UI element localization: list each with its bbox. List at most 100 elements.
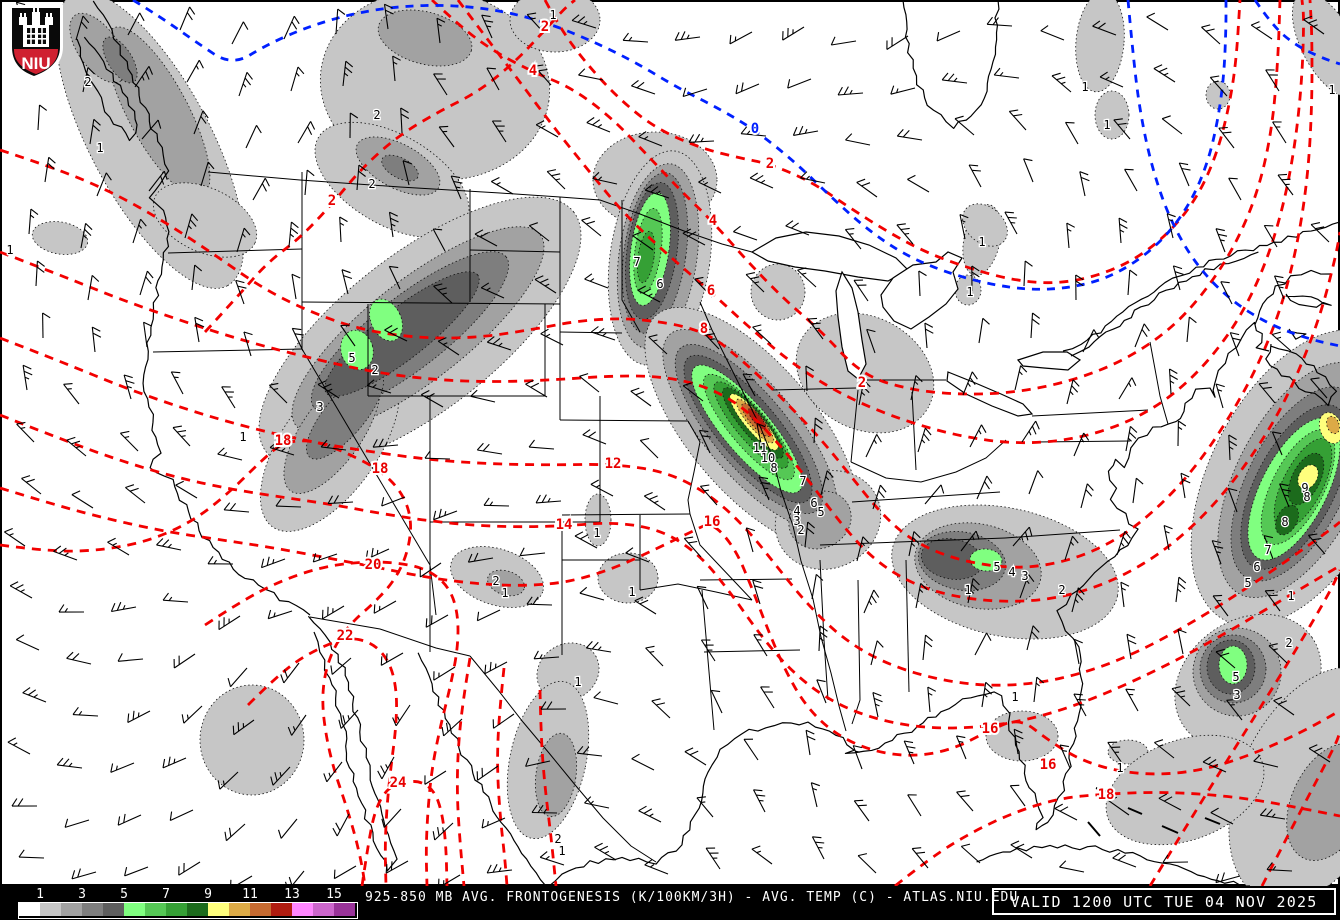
- legend-cell-13: [271, 903, 292, 916]
- legend-label-13: 13: [284, 887, 300, 902]
- svg-text:1: 1: [574, 675, 581, 689]
- svg-text:18: 18: [275, 433, 292, 449]
- legend-cell-5: [103, 903, 124, 916]
- svg-text:7: 7: [1264, 543, 1271, 557]
- svg-text:6: 6: [810, 496, 817, 510]
- logo-shield-red: [14, 49, 58, 74]
- legend-cell-16: [334, 903, 355, 916]
- svg-text:16: 16: [704, 514, 721, 530]
- logo-castle-icon: [19, 8, 53, 47]
- svg-text:2: 2: [492, 574, 499, 588]
- legend-cell-9: [187, 903, 208, 916]
- svg-text:24: 24: [390, 775, 407, 791]
- svg-text:16: 16: [1040, 757, 1057, 773]
- svg-text:6: 6: [707, 283, 715, 299]
- legend-label-9: 9: [204, 887, 212, 902]
- svg-text:1: 1: [1116, 761, 1123, 775]
- svg-text:4: 4: [709, 213, 717, 229]
- svg-text:2: 2: [858, 375, 866, 391]
- svg-text:4: 4: [529, 63, 537, 79]
- svg-text:6: 6: [1253, 560, 1260, 574]
- svg-text:4: 4: [1008, 565, 1015, 579]
- svg-text:1: 1: [96, 141, 103, 155]
- logo-text: NIU: [21, 54, 50, 73]
- svg-text:18: 18: [372, 461, 389, 477]
- legend-label-7: 7: [162, 887, 170, 902]
- svg-text:2: 2: [766, 156, 774, 172]
- svg-text:1: 1: [1328, 83, 1335, 97]
- legend-cell-11: [229, 903, 250, 916]
- svg-text:3: 3: [793, 514, 800, 528]
- legend-cell-10: [208, 903, 229, 916]
- svg-text:0: 0: [751, 121, 759, 137]
- legend-label-15: 15: [326, 887, 342, 902]
- basemap-layer: [76, 0, 1340, 886]
- svg-text:1: 1: [628, 585, 635, 599]
- svg-text:1: 1: [1081, 80, 1088, 94]
- frontogenesis-shading-layer: [31, 0, 1340, 886]
- legend-cell-7: [145, 903, 166, 916]
- svg-text:8: 8: [770, 461, 777, 475]
- svg-text:12: 12: [605, 456, 622, 472]
- svg-text:1: 1: [964, 583, 971, 597]
- svg-text:1: 1: [978, 235, 985, 249]
- svg-text:5: 5: [348, 351, 355, 365]
- svg-text:3: 3: [1233, 688, 1240, 702]
- svg-text:7: 7: [633, 255, 640, 269]
- legend-cell-2: [40, 903, 61, 916]
- svg-text:5: 5: [817, 505, 824, 519]
- svg-text:2: 2: [541, 19, 549, 35]
- legend-cell-6: [124, 903, 145, 916]
- svg-text:5: 5: [1232, 670, 1239, 684]
- svg-text:16: 16: [982, 721, 999, 737]
- product-title: 925-850 MB AVG. FRONTOGENESIS (K/100KM/3…: [365, 890, 1019, 905]
- svg-text:20: 20: [365, 557, 382, 573]
- svg-text:1: 1: [501, 586, 508, 600]
- svg-text:2: 2: [84, 75, 91, 89]
- svg-text:4: 4: [793, 504, 800, 518]
- svg-text:1: 1: [593, 526, 600, 540]
- legend-label-1: 1: [36, 887, 44, 902]
- svg-text:2: 2: [368, 177, 375, 191]
- svg-text:8: 8: [1281, 515, 1288, 529]
- svg-text:22: 22: [337, 628, 354, 644]
- niu-logo: NIU: [9, 5, 63, 79]
- svg-text:1: 1: [549, 8, 556, 22]
- svg-text:1: 1: [558, 844, 565, 858]
- svg-text:8: 8: [700, 321, 708, 337]
- legend-cell-12: [250, 903, 271, 916]
- svg-text:1: 1: [1287, 589, 1294, 603]
- svg-text:1: 1: [966, 285, 973, 299]
- svg-text:6: 6: [656, 277, 663, 291]
- svg-text:7: 7: [799, 474, 806, 488]
- svg-text:2: 2: [373, 108, 380, 122]
- legend-cell-15: [313, 903, 334, 916]
- valid-time-box: VALID 1200 UTC TUE 04 NOV 2025: [992, 888, 1336, 915]
- svg-text:11: 11: [753, 441, 767, 455]
- svg-text:18: 18: [1098, 787, 1115, 803]
- legend-colorbar-frame: [18, 902, 358, 919]
- legend-cell-8: [166, 903, 187, 916]
- legend-cell-3: [61, 903, 82, 916]
- svg-text:5: 5: [993, 560, 1000, 574]
- svg-text:2: 2: [1285, 636, 1292, 650]
- svg-text:1: 1: [1103, 118, 1110, 132]
- svg-text:1: 1: [239, 430, 246, 444]
- svg-text:3: 3: [316, 400, 323, 414]
- svg-text:10: 10: [761, 451, 775, 465]
- svg-text:5: 5: [1244, 576, 1251, 590]
- svg-text:8: 8: [1303, 490, 1310, 504]
- svg-text:2: 2: [371, 363, 378, 377]
- legend-label-11: 11: [242, 887, 258, 902]
- legend-label-3: 3: [78, 887, 86, 902]
- map-canvas: 2 2 2 4 4 2 6 8 12 14 16 16 16 18 18 18 20 22 24 0 1 2 2 2 1 1 5 2 3…: [0, 0, 1340, 886]
- svg-text:14: 14: [556, 517, 573, 533]
- legend-cell-1: [19, 903, 40, 916]
- svg-text:3: 3: [1021, 569, 1028, 583]
- svg-text:2: 2: [797, 523, 804, 537]
- legend-label-5: 5: [120, 887, 128, 902]
- svg-text:1: 1: [1011, 690, 1018, 704]
